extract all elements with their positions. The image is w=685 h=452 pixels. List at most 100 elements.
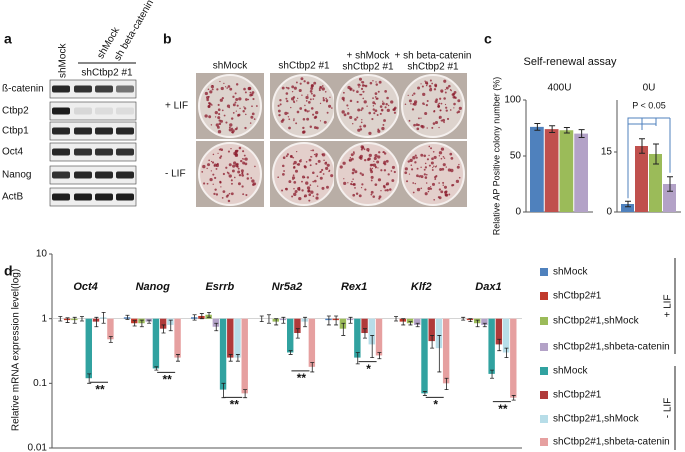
category-label: Dax1 — [475, 281, 501, 293]
colony — [431, 182, 436, 186]
bar — [414, 318, 421, 325]
colony — [374, 183, 378, 186]
colony — [298, 159, 302, 163]
error-bar — [288, 350, 293, 355]
colony — [235, 110, 237, 112]
colony — [362, 97, 365, 100]
colony — [416, 187, 421, 192]
colony — [372, 163, 377, 167]
colony — [354, 170, 358, 174]
colony — [414, 161, 417, 164]
colony — [312, 149, 315, 152]
colony — [435, 175, 438, 178]
colony — [359, 172, 362, 175]
colony — [244, 98, 248, 101]
colony — [387, 104, 390, 107]
colony — [411, 108, 415, 111]
y-tick-label: 1 — [41, 313, 47, 324]
colony — [384, 90, 387, 93]
significance-mark: ** — [297, 371, 307, 385]
colony — [245, 193, 248, 197]
error-bar — [243, 389, 248, 399]
y-axis-title: Relative mRNA expression level(log) — [11, 269, 22, 431]
colony — [352, 89, 355, 92]
colony — [227, 199, 231, 203]
colony — [306, 117, 310, 121]
colony — [241, 185, 244, 188]
colony — [252, 97, 255, 101]
error-bar — [490, 369, 495, 379]
colony — [351, 157, 354, 161]
colony — [291, 176, 296, 180]
colony — [208, 115, 212, 119]
colony — [203, 182, 206, 185]
colony — [361, 107, 364, 110]
legend-swatch — [540, 391, 548, 399]
colony — [238, 97, 242, 101]
colony — [304, 165, 307, 169]
colony — [383, 169, 387, 172]
blot-row-label: ActB — [2, 192, 23, 203]
colony — [307, 94, 309, 96]
colony — [438, 151, 443, 155]
colony — [214, 188, 217, 191]
colony — [354, 187, 356, 189]
colony — [229, 87, 233, 91]
error-bar — [207, 312, 212, 318]
colony — [412, 191, 415, 194]
colony — [244, 91, 247, 94]
colony — [219, 148, 222, 150]
colony — [329, 96, 331, 98]
colony — [435, 98, 438, 101]
colony — [432, 150, 435, 153]
bar — [635, 146, 648, 212]
colony — [375, 83, 379, 86]
blot-band — [95, 85, 113, 93]
colony — [221, 109, 224, 112]
colony — [413, 123, 416, 127]
error-bar — [534, 123, 541, 131]
colony — [326, 111, 329, 114]
colony — [254, 165, 256, 168]
colony — [383, 119, 386, 122]
error-bar — [422, 391, 427, 396]
colony — [386, 188, 389, 192]
colony — [305, 161, 308, 163]
colony — [294, 189, 298, 194]
colony — [317, 159, 321, 163]
colony — [410, 103, 412, 105]
colony — [237, 182, 241, 186]
colony — [331, 107, 333, 109]
colony — [299, 107, 303, 110]
colony — [383, 152, 387, 155]
colony — [300, 159, 302, 161]
error-bar — [415, 322, 420, 328]
colony — [358, 156, 362, 159]
plate — [401, 74, 465, 138]
colony — [280, 119, 284, 123]
colony — [404, 103, 407, 106]
colony — [432, 122, 436, 125]
colony — [458, 163, 460, 166]
colony — [305, 95, 309, 100]
colony — [223, 82, 225, 85]
colony — [435, 165, 438, 167]
colony — [251, 179, 255, 183]
colony — [350, 182, 353, 186]
colony — [450, 156, 454, 160]
blot-band — [74, 148, 92, 156]
colony — [249, 122, 252, 124]
colony — [293, 187, 295, 190]
colony — [211, 161, 215, 164]
legend-label: shCtbp2#1,shMock — [553, 414, 640, 425]
blot-band — [74, 193, 92, 201]
colony — [351, 180, 353, 183]
colony — [226, 104, 231, 108]
colony — [318, 88, 321, 90]
colony — [303, 80, 306, 83]
significance-mark: * — [433, 398, 438, 412]
colony — [225, 195, 229, 198]
error-bar — [461, 316, 466, 321]
colony — [425, 104, 428, 107]
